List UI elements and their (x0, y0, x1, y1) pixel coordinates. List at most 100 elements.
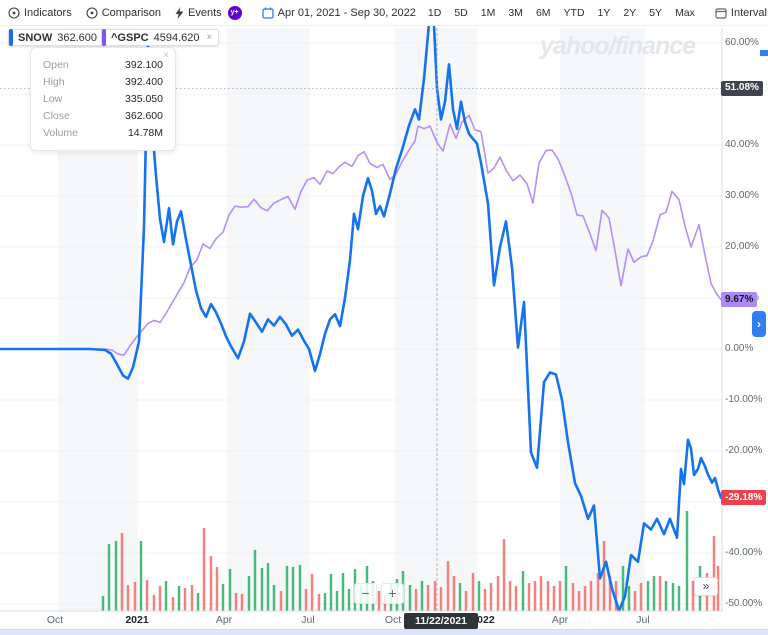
events-button[interactable]: Events y+ (175, 5, 242, 20)
x-axis-label-2021: 2021 (125, 614, 149, 626)
volume-bar (621, 566, 625, 611)
indicators-label: Indicators (24, 6, 72, 19)
tooltip-row-volume: Volume 14.78M (43, 125, 163, 142)
volume-bar (279, 591, 283, 611)
volume-bar (627, 586, 631, 611)
volume-bar (496, 576, 500, 611)
range-button-1m[interactable]: 1M (480, 6, 496, 19)
volume-bar (677, 586, 681, 611)
tooltip-rows: Open 392.100 High 392.400 Low 335.050 Close 362… (43, 57, 163, 142)
volume-bar (335, 591, 339, 611)
volume-bar (539, 576, 543, 611)
volume-bar (514, 586, 518, 611)
volume-bar (247, 576, 251, 611)
volume-bar (304, 589, 308, 611)
tooltip-close-icon[interactable]: × (163, 50, 169, 61)
volume-bar (408, 585, 412, 611)
scroll-right-button[interactable]: » (694, 577, 718, 596)
volume-bar (633, 591, 637, 611)
volume-bar (639, 583, 643, 611)
gspc-symbol: ^GSPC (111, 31, 149, 44)
volume-bar (589, 581, 593, 611)
volume-bar (177, 586, 181, 611)
range-button-6m[interactable]: 6M (535, 6, 551, 19)
tooltip-label: Open (43, 59, 69, 71)
gspc-value: 4594.620 (153, 31, 200, 44)
comparison-button[interactable]: Comparison (86, 7, 161, 19)
y-axis-label: -50.00% (725, 598, 763, 609)
scrollbar-thumb[interactable] (760, 50, 768, 56)
tooltip-value: 335.050 (125, 93, 163, 105)
zoom-controls: − + (354, 583, 404, 604)
volume-bar (452, 576, 456, 611)
snow-value: 362.600 (57, 31, 97, 44)
volume-bar (508, 581, 512, 611)
range-button-2y[interactable]: 2Y (623, 6, 637, 19)
y-axis-label: -10.00% (725, 394, 763, 405)
lightning-icon (175, 6, 184, 19)
zoom-in-button[interactable]: + (381, 583, 404, 604)
volume-bar (712, 536, 716, 611)
legend-pill-gspc[interactable]: ^GSPC 4594.620 × (101, 29, 220, 46)
collapse-panel-button[interactable]: › (752, 311, 766, 337)
interval-label: Interval 1W (730, 6, 768, 19)
tooltip-label: Volume (43, 127, 79, 139)
indicators-button[interactable]: Indicators (8, 7, 72, 19)
y-axis-label: 0.00% (725, 343, 754, 354)
yahoo-plus-badge: y+ (227, 5, 242, 20)
zoom-out-button[interactable]: − (354, 583, 377, 604)
range-button-5d[interactable]: 5D (454, 6, 468, 19)
range-button-1d[interactable]: 1D (427, 6, 442, 19)
range-button-ytd[interactable]: YTD (563, 6, 585, 19)
volume-bar (183, 588, 187, 611)
x-axis-label-apr: Apr (551, 614, 569, 626)
range-navigator-strip[interactable] (0, 629, 768, 635)
volume-bar (377, 591, 381, 611)
volume-bar (671, 583, 675, 611)
volume-bar (323, 593, 327, 611)
volume-bar (685, 511, 689, 611)
x-axis-label-jul: Jul (301, 614, 315, 626)
volume-bar (120, 533, 124, 611)
gspc-color-bar (102, 29, 106, 46)
tooltip-label: Close (43, 110, 70, 122)
events-label: Events (188, 6, 222, 19)
tooltip-row-close: Close 362.600 (43, 108, 163, 125)
volume-bar (502, 539, 506, 611)
tooltip-value: 362.600 (125, 110, 163, 122)
volume-bar (298, 565, 302, 611)
indicators-icon (8, 6, 20, 19)
date-range-button[interactable]: Apr 01, 2021 - Sep 30, 2022 (262, 7, 416, 19)
tooltip-row-open: Open 392.100 (43, 57, 163, 74)
y-axis-label: 20.00% (725, 241, 759, 252)
price-badge-red: -29.18% (721, 490, 767, 506)
volume-bar (583, 586, 587, 611)
volume-bar (596, 573, 600, 611)
range-button-3m[interactable]: 3M (508, 6, 523, 19)
legend-pill-snow[interactable]: SNOW 362.600 (8, 29, 104, 46)
remove-comparison-icon[interactable]: × (206, 32, 213, 43)
range-button-1y[interactable]: 1Y (597, 6, 611, 19)
tooltip-value: 392.100 (125, 59, 163, 71)
volume-bar (126, 585, 130, 611)
x-axis-label-jul: Jul (636, 614, 650, 626)
volume-bar (716, 566, 720, 611)
interval-dropdown[interactable]: Interval 1W (715, 7, 768, 19)
x-axis-label-apr: Apr (215, 614, 233, 626)
volume-bar (439, 587, 443, 611)
volume-bar (483, 589, 487, 611)
tooltip-label: High (43, 76, 65, 88)
range-button-max[interactable]: Max (675, 6, 695, 19)
volume-bar (658, 576, 662, 611)
price-badge-dark: 51.08% (721, 80, 763, 96)
range-button-5y[interactable]: 5Y (649, 6, 663, 19)
comparison-label: Comparison (101, 6, 162, 19)
price-chart-canvas[interactable] (0, 26, 768, 635)
volume-bar (608, 576, 612, 611)
volume-bar (196, 593, 200, 611)
volume-bar (433, 581, 437, 611)
volume-bar (646, 581, 650, 611)
volume-bar (564, 566, 568, 611)
series-line-snow (0, 26, 723, 612)
y-axis-label: -40.00% (725, 547, 763, 558)
